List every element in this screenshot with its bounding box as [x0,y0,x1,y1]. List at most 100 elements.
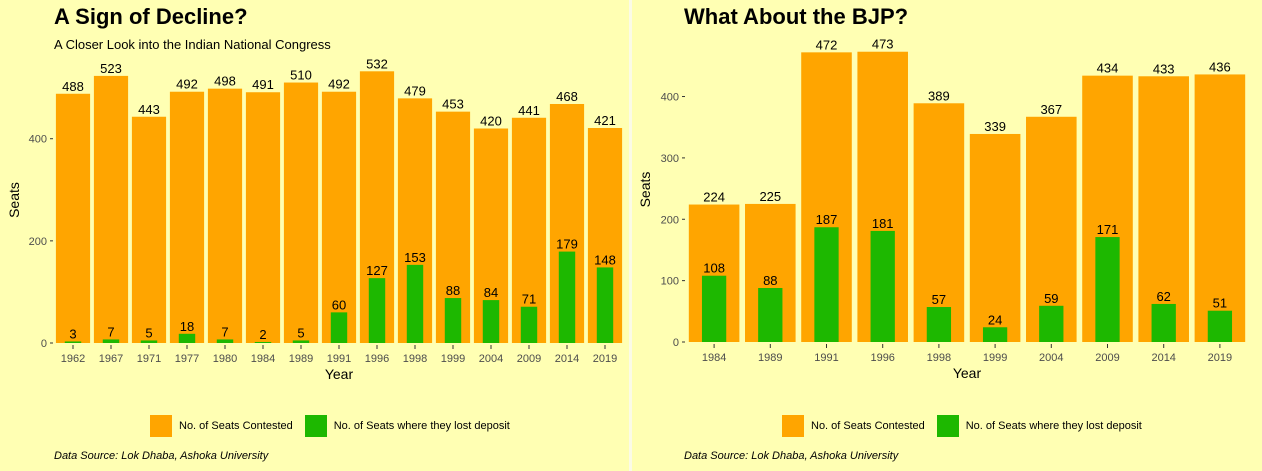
contested-bar [321,91,357,343]
legend-item-contested: No. of Seats Contested [150,415,293,437]
lost-deposit-value-label: 2 [259,327,266,342]
contested-value-label: 498 [214,74,236,89]
lost-deposit-value-label: 51 [1213,296,1227,311]
contested-value-label: 420 [480,114,502,129]
legend-label-lost: No. of Seats where they lost deposit [965,420,1142,432]
y-tick-label: 200 [29,236,47,248]
x-tick-label: 1996 [365,353,389,365]
contested-value-label: 523 [100,61,122,76]
contested-value-label: 224 [703,190,725,205]
contested-value-label: 389 [928,88,950,103]
contested-value-label: 492 [176,77,198,92]
contested-bar [169,91,205,343]
x-tick-label: 2004 [1039,352,1063,364]
x-tick-label: 1962 [61,353,85,365]
legend-swatch-contested [782,415,804,437]
contested-value-label: 491 [252,77,274,92]
contested-value-label: 367 [1040,102,1062,117]
lost-deposit-bar [292,340,310,343]
panel-divider [629,0,632,471]
chart-title: What About the BJP? [684,4,909,29]
chart-legend: No. of Seats Contested No. of Seats wher… [782,415,1154,437]
lost-deposit-bar [1207,310,1233,342]
legend-item-lost: No. of Seats where they lost deposit [304,415,510,437]
legend-label-contested: No. of Seats Contested [179,420,293,432]
legend-swatch-lost [936,415,959,437]
x-tick-label: 1991 [814,352,838,364]
data-source-caption: Data Source: Lok Dhaba, Ashoka Universit… [54,450,269,462]
chart-title: A Sign of Decline? [54,4,248,29]
contested-value-label: 225 [759,189,781,204]
lost-deposit-value-label: 5 [297,325,304,340]
contested-bar [1138,76,1189,342]
lost-deposit-bar [596,267,614,343]
lost-deposit-value-label: 59 [1044,291,1058,306]
lost-deposit-bar [1039,305,1064,342]
y-tick-label: 200 [661,214,679,226]
lost-deposit-value-label: 5 [145,325,152,340]
lost-deposit-bar [482,300,500,343]
contested-bar [969,133,1021,342]
lost-deposit-bar [178,333,196,343]
lost-deposit-bar [701,275,727,342]
lost-deposit-bar [368,278,386,343]
chart-subtitle: A Closer Look into the Indian National C… [54,37,331,52]
lost-deposit-value-label: 148 [594,252,616,267]
contested-value-label: 473 [872,37,894,52]
contested-value-label: 441 [518,103,540,118]
congress-bar-chart: 0 200 400 488 3 1962 523 7 1967 443 5 1971 492 18 1977… [6,56,623,382]
contested-bar [245,92,281,343]
chart-legend: No. of Seats Contested No. of Seats wher… [150,415,522,437]
legend-item-lost: No. of Seats where they lost deposit [936,415,1142,437]
legend-item-contested: No. of Seats Contested [782,415,925,437]
x-tick-label: 2009 [517,353,541,365]
x-tick-label: 1999 [983,352,1007,364]
x-tick-label: 2004 [479,353,503,365]
y-tick-label: 400 [661,92,679,104]
lost-deposit-value-label: 7 [107,324,114,339]
contested-bar [93,75,129,344]
contested-bar [55,93,91,344]
lost-deposit-bar [558,251,576,343]
y-axis-title: Seats [637,172,653,208]
contested-value-label: 421 [594,113,616,128]
contested-bar [1194,74,1246,343]
lost-deposit-value-label: 84 [484,285,498,300]
lost-deposit-value-label: 187 [816,212,838,227]
contested-value-label: 532 [366,56,388,71]
x-tick-label: 1998 [927,352,951,364]
lost-deposit-value-label: 3 [69,326,76,341]
x-tick-label: 1996 [870,352,894,364]
lost-deposit-value-label: 7 [221,324,228,339]
contested-bar [131,116,167,343]
x-tick-label: 1991 [327,353,351,365]
x-tick-label: 1989 [289,353,313,365]
contested-value-label: 488 [62,79,84,94]
data-source-caption: Data Source: Lok Dhaba, Ashoka Universit… [684,450,899,462]
contested-value-label: 510 [290,68,312,83]
contested-value-label: 433 [1153,61,1175,76]
lost-deposit-bar [216,339,234,343]
y-tick-label: 0 [41,338,47,350]
y-tick-label: 0 [673,337,679,349]
x-tick-label: 2014 [555,353,579,365]
lost-deposit-value-label: 71 [522,292,536,307]
lost-deposit-value-label: 18 [180,319,194,334]
y-tick-label: 100 [661,276,679,288]
lost-deposit-value-label: 108 [703,261,725,276]
contested-value-label: 443 [138,102,160,117]
contested-bar [913,103,965,342]
lost-deposit-value-label: 127 [366,263,388,278]
lost-deposit-value-label: 88 [763,273,777,288]
x-tick-label: 2009 [1095,352,1119,364]
lost-deposit-bar [520,306,538,343]
x-tick-label: 2019 [593,353,617,365]
lost-deposit-bar [140,340,158,343]
lost-deposit-value-label: 179 [556,237,578,252]
contested-bar [511,117,547,344]
lost-deposit-value-label: 181 [872,216,894,231]
x-tick-label: 1980 [213,353,237,365]
lost-deposit-bar [406,264,424,343]
contested-value-label: 468 [556,89,578,104]
contested-bar [1026,116,1077,342]
